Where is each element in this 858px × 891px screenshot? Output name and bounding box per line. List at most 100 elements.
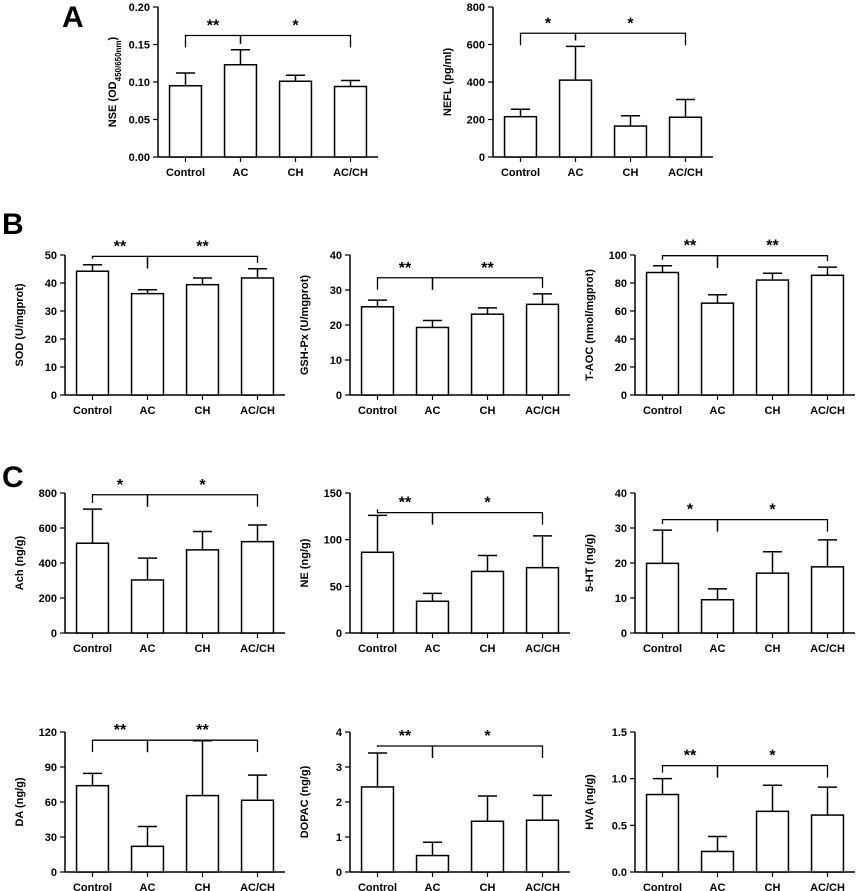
y-tick-label: 3 [336, 762, 342, 774]
significance-bracket [184, 34, 242, 48]
bar [525, 303, 560, 396]
significance-label: ** [399, 495, 412, 512]
significance-label: ** [399, 728, 412, 745]
x-category-label: AC [710, 405, 726, 417]
y-axis-label-subscript: 450/650nm [114, 40, 123, 81]
bar [470, 313, 505, 396]
significance-bracket [376, 277, 434, 290]
y-tick-label: 30 [615, 523, 627, 535]
significance-bracket [146, 494, 259, 507]
y-axis-label-end: ) [107, 36, 119, 40]
significance-bracket [146, 739, 259, 753]
chart-4: 0 20 40 60 80 100 Control AC CH AC/CH ** ** T-AOC (n… [584, 238, 855, 417]
x-category-label: AC [140, 643, 156, 655]
bar [700, 599, 735, 634]
significance-bracket [519, 32, 577, 46]
y-tick-label: 20 [615, 362, 627, 374]
x-category-label: CH [480, 405, 496, 417]
x-category-label: AC [233, 167, 249, 179]
significance-bracket [431, 277, 544, 290]
bar [470, 570, 505, 634]
y-tick-label: 200 [39, 593, 57, 605]
x-category-label: CH [765, 405, 781, 417]
y-tick-label: 10 [615, 593, 627, 605]
chart-7: 0 10 20 30 40 Control AC CH AC/CH * * 5-HT (ng/g) [584, 488, 855, 655]
y-tick-label: 20 [615, 558, 627, 570]
y-axis-label: SOD (U/mgprot) [14, 283, 26, 366]
y-axis-label: GSH-Px (U/mgprot) [299, 275, 311, 376]
y-axis-label: NSE (OD450/650nm) [107, 36, 123, 127]
y-axis-label: T-AOC (nmol/mgprot) [584, 269, 596, 381]
x-category-label: Control [358, 643, 397, 655]
y-tick-label: 0.15 [129, 40, 150, 52]
x-category-label: CH [765, 882, 781, 891]
y-tick-label: 600 [467, 40, 485, 52]
x-category-label: Control [73, 405, 112, 417]
chart-2: 0 10 20 30 40 50 Control AC CH AC/CH ** ** SOD (U/mg… [14, 238, 285, 417]
x-category-label: Control [166, 167, 205, 179]
x-category-label: Control [501, 167, 540, 179]
bar [223, 64, 258, 158]
y-tick-label: 60 [615, 306, 627, 318]
y-tick-label: 1.0 [612, 774, 627, 786]
significance-label: ** [399, 260, 412, 277]
significance-bracket [431, 745, 544, 758]
bar [645, 562, 680, 634]
x-category-label: AC [710, 882, 726, 891]
panel-letter-a: A [62, 1, 84, 34]
y-tick-label: 10 [330, 355, 342, 367]
bar [810, 814, 845, 873]
y-tick-label: 1.5 [612, 727, 627, 739]
bar [130, 845, 165, 873]
bar [240, 799, 275, 873]
x-category-label: CH [195, 882, 211, 891]
significance-bracket [661, 764, 719, 778]
x-category-label: Control [358, 405, 397, 417]
bar [700, 850, 735, 873]
chart-1: 0 200 400 600 800 Control AC CH AC/CH * * NEFL (pg/… [442, 2, 713, 179]
bar [185, 549, 220, 634]
x-category-label: AC/CH [525, 882, 560, 891]
x-category-label: AC/CH [525, 643, 560, 655]
significance-bracket [431, 511, 544, 525]
significance-bracket [91, 739, 149, 753]
panel-letter-b: B [2, 208, 24, 241]
y-tick-label: 0 [336, 390, 342, 402]
x-category-label: AC/CH [810, 405, 845, 417]
significance-label: * [545, 15, 552, 32]
significance-label: * [484, 728, 491, 745]
significance-label: * [769, 502, 776, 519]
x-category-label: Control [358, 882, 397, 891]
y-tick-label: 20 [45, 334, 57, 346]
significance-bracket [376, 509, 434, 525]
panel-letter-c: C [2, 461, 24, 494]
y-tick-label: 40 [45, 278, 57, 290]
x-category-label: AC/CH [810, 882, 845, 891]
x-category-label: AC [140, 882, 156, 891]
y-tick-label: 400 [467, 77, 485, 89]
significance-label: ** [114, 722, 127, 739]
bar [755, 810, 790, 873]
significance-bracket [716, 764, 829, 778]
y-tick-label: 50 [330, 581, 342, 593]
bar [360, 306, 395, 396]
bar [240, 540, 275, 634]
x-category-label: AC [568, 167, 584, 179]
y-tick-label: 0 [479, 152, 485, 164]
x-category-label: AC/CH [240, 405, 275, 417]
x-category-label: AC [140, 405, 156, 417]
significance-bracket [716, 255, 829, 268]
bar [755, 572, 790, 634]
x-category-label: CH [765, 643, 781, 655]
y-tick-label: 0 [621, 628, 627, 640]
y-tick-label: 200 [467, 115, 485, 127]
y-tick-label: 0.20 [129, 2, 150, 14]
x-category-label: Control [643, 643, 682, 655]
y-tick-label: 10 [45, 362, 57, 374]
x-category-label: Control [73, 643, 112, 655]
significance-label: ** [207, 18, 220, 35]
bar [415, 326, 450, 396]
bar [415, 600, 450, 634]
